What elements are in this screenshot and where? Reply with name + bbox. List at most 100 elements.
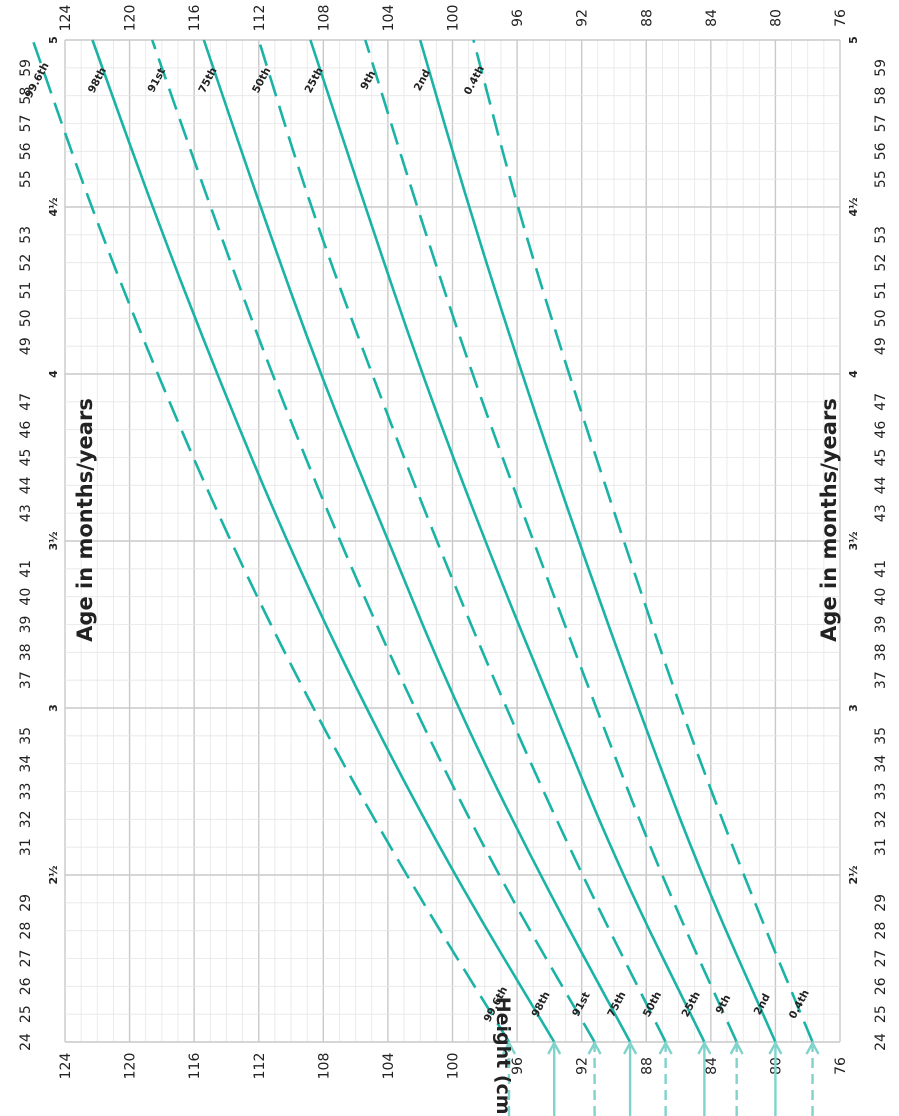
percentile-line-9th	[364, 39, 738, 1043]
height-tick-bottom: 116	[187, 1053, 203, 1080]
month-tick-right: 37	[873, 671, 889, 689]
month-tick-right: 58	[873, 87, 889, 105]
month-tick-left: 46	[18, 421, 34, 439]
start-arrow-head	[768, 1040, 783, 1055]
month-tick-left: 39	[18, 616, 34, 634]
month-tick-left: 38	[18, 643, 34, 661]
x-axis-label-right: Age in months/years	[817, 398, 841, 642]
year-tick-right: 3	[847, 704, 860, 712]
month-tick-left: 58	[18, 87, 34, 105]
curve-label-end: 91st	[145, 66, 168, 94]
month-tick-right: 25	[873, 1005, 889, 1023]
month-tick-right: 45	[873, 449, 889, 467]
year-tick-right: 4½	[847, 197, 860, 216]
month-tick-left: 32	[18, 810, 34, 828]
start-arrows	[501, 1040, 820, 1116]
percentile-line-25th	[309, 39, 706, 1043]
month-tick-right: 26	[873, 977, 889, 995]
month-tick-left: 50	[18, 309, 34, 327]
height-tick-top: 88	[639, 9, 655, 27]
month-tick-left: 24	[18, 1033, 34, 1051]
month-tick-right: 57	[873, 115, 889, 133]
year-tick-left: 3	[47, 704, 60, 712]
height-tick-top: 104	[381, 5, 397, 32]
month-tick-right: 56	[873, 142, 889, 160]
month-tick-right: 50	[873, 309, 889, 327]
month-tick-left: 25	[18, 1005, 34, 1023]
height-tick-bottom: 100	[446, 1053, 462, 1080]
y-axis-label: Height (cm)	[492, 997, 514, 1116]
start-arrow-head	[547, 1040, 562, 1055]
month-tick-right: 28	[873, 922, 889, 940]
height-tick-bottom: 120	[123, 1053, 139, 1080]
month-tick-right: 55	[873, 170, 889, 188]
month-tick-right: 38	[873, 643, 889, 661]
percentile-line-75th	[202, 39, 632, 1043]
height-tick-top: 80	[768, 9, 784, 27]
month-tick-left: 52	[18, 254, 34, 272]
month-tick-left: 31	[18, 838, 34, 856]
year-tick-right: 5	[847, 36, 860, 44]
percentile-line-0.4th	[472, 39, 814, 1043]
month-tick-right: 27	[873, 950, 889, 968]
month-tick-right: 40	[873, 588, 889, 606]
height-tick-top: 92	[575, 9, 591, 27]
start-arrow-head	[729, 1040, 744, 1055]
month-tick-left: 43	[18, 504, 34, 522]
height-tick-bottom: 88	[639, 1057, 655, 1075]
height-tick-bottom: 112	[252, 1053, 268, 1080]
start-arrow-head	[623, 1040, 638, 1055]
year-tick-right: 4	[847, 370, 860, 378]
month-tick-right: 32	[873, 810, 889, 828]
curve-label-start: 25th	[680, 990, 703, 1020]
height-tick-top: 108	[316, 5, 332, 32]
percentile-line-50th	[257, 39, 667, 1043]
height-tick-top: 100	[446, 5, 462, 32]
curve-label-start: 0.4th	[787, 988, 812, 1021]
month-tick-left: 59	[18, 59, 34, 77]
month-tick-left: 28	[18, 922, 34, 940]
height-tick-bottom: 104	[381, 1053, 397, 1080]
height-tick-top: 84	[704, 9, 720, 27]
month-tick-left: 37	[18, 671, 34, 689]
month-tick-left: 33	[18, 783, 34, 801]
chart-grid	[64, 39, 841, 1043]
curve-label-end: 0.4th	[462, 64, 487, 97]
height-tick-top: 112	[252, 5, 268, 32]
height-tick-bottom: 76	[833, 1057, 849, 1075]
curve-label-start: 50th	[641, 990, 664, 1020]
month-tick-right: 43	[873, 504, 889, 522]
year-tick-right: 3½	[847, 531, 860, 550]
month-tick-right: 34	[873, 755, 889, 773]
year-tick-left: 3½	[47, 531, 60, 550]
start-arrow-head	[805, 1040, 820, 1055]
month-tick-left: 40	[18, 588, 34, 606]
month-tick-right: 47	[873, 393, 889, 411]
month-tick-right: 35	[873, 727, 889, 745]
year-tick-left: 2½	[47, 865, 60, 884]
month-tick-left: 29	[18, 894, 34, 912]
start-arrow-head	[501, 1040, 517, 1055]
month-tick-right: 51	[873, 282, 889, 300]
month-tick-right: 59	[873, 59, 889, 77]
month-tick-right: 33	[873, 783, 889, 801]
month-tick-left: 55	[18, 170, 34, 188]
height-tick-bottom: 124	[58, 1053, 74, 1080]
month-tick-left: 51	[18, 282, 34, 300]
percentile-line-99.6th	[31, 39, 511, 1043]
month-tick-left: 53	[18, 226, 34, 244]
month-tick-right: 52	[873, 254, 889, 272]
month-tick-left: 45	[18, 449, 34, 467]
percentile-line-2nd	[418, 39, 777, 1043]
month-tick-right: 31	[873, 838, 889, 856]
month-tick-left: 41	[18, 560, 34, 578]
height-tick-bottom: 96	[510, 1057, 526, 1075]
month-tick-left: 57	[18, 115, 34, 133]
height-tick-top: 76	[833, 9, 849, 27]
percentile-line-98th	[91, 39, 556, 1043]
height-tick-bottom: 108	[316, 1053, 332, 1080]
month-tick-right: 53	[873, 226, 889, 244]
month-tick-right: 39	[873, 616, 889, 634]
month-tick-left: 44	[18, 476, 34, 494]
